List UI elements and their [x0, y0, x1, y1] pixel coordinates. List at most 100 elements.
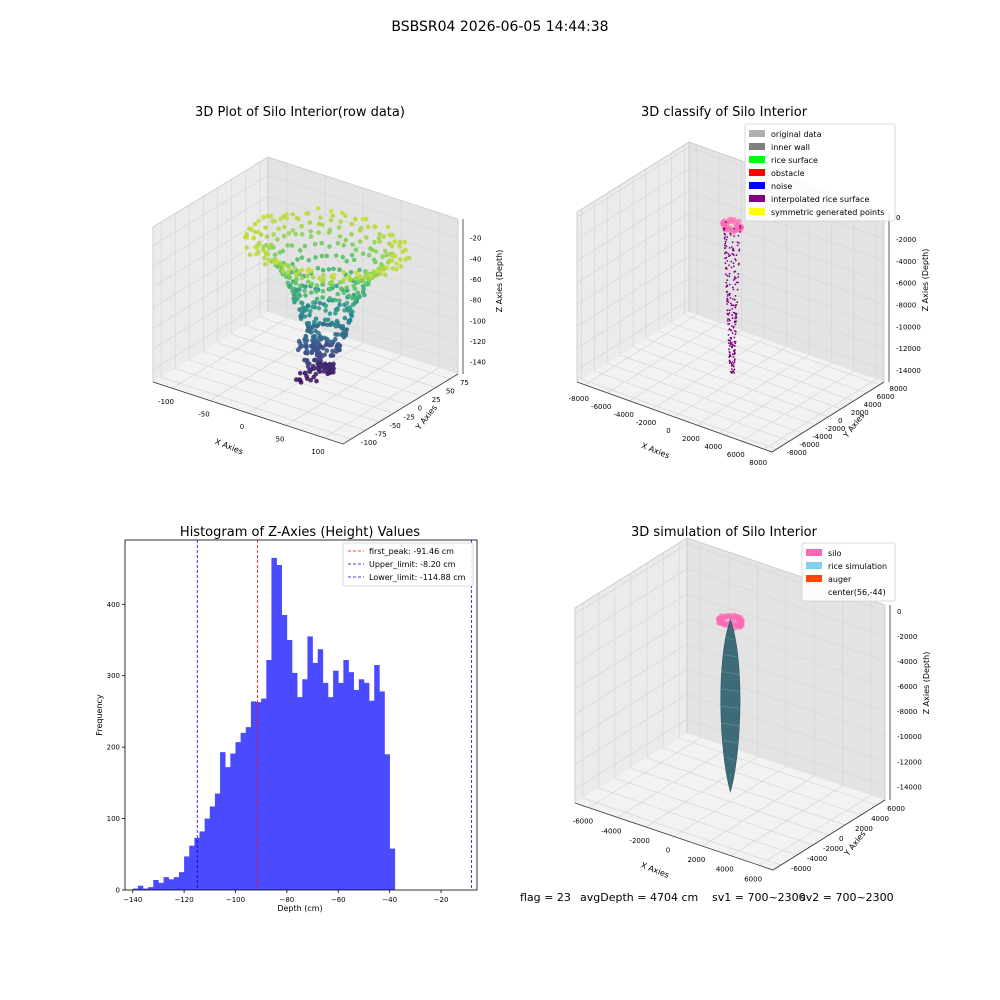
histogram-bars — [132, 557, 396, 890]
sim-legend-label: auger — [828, 575, 852, 584]
raw-data-point — [305, 269, 311, 275]
raw-data-point — [284, 212, 289, 217]
histogram-bar — [189, 845, 195, 890]
interpolated-surface-point — [730, 372, 733, 374]
raw-z-tick-label: -140 — [470, 359, 486, 367]
raw-data-point — [394, 266, 399, 272]
rice-simulation-mesh-line — [723, 739, 738, 744]
histogram-bar — [317, 649, 324, 890]
histogram-bar — [256, 702, 262, 890]
raw-data-point — [389, 243, 395, 249]
histogram-x-tick-label: −80 — [279, 896, 294, 904]
raw-data-point — [349, 232, 354, 237]
raw-data-point — [316, 330, 321, 336]
rice-simulation-shape — [720, 619, 741, 793]
cls-y-gridline — [632, 177, 829, 418]
cls-z-tick-label: -6000 — [896, 280, 916, 288]
interpolated-surface-point — [733, 361, 736, 364]
raw-data-point — [349, 313, 355, 319]
cls-legend-label: rice surface — [771, 156, 818, 165]
raw-data-point — [263, 225, 268, 230]
raw-plot-title: 3D Plot of Silo Interior(row data) — [195, 105, 405, 120]
interpolated-surface-point — [730, 337, 733, 340]
raw-data-point — [350, 242, 355, 247]
cls-y-tick-label: -6000 — [799, 441, 819, 449]
raw-data-point — [346, 318, 352, 324]
cls-z-tick-label: 0 — [896, 214, 900, 222]
raw-data-point — [264, 234, 270, 239]
raw-data-point — [321, 273, 326, 278]
raw-left-pane — [153, 157, 268, 382]
raw-x-axis-label: X Axies — [214, 437, 245, 456]
raw-data-point — [281, 233, 287, 239]
interpolated-surface-point — [736, 244, 739, 247]
sim-y-tick-label: 0 — [839, 835, 843, 843]
raw-data-point — [252, 221, 258, 227]
interpolated-surface-point — [724, 262, 727, 264]
histogram-bar — [204, 818, 211, 890]
raw-data-point — [334, 283, 339, 289]
raw-data-point — [327, 365, 333, 371]
raw-data-point — [308, 330, 314, 335]
histogram-bar — [286, 640, 293, 890]
raw-data-point — [267, 245, 272, 251]
interpolated-surface-point — [732, 365, 735, 368]
raw-data-point — [377, 239, 383, 244]
raw-data-point — [310, 274, 316, 280]
cls-z-tick-label: -10000 — [896, 323, 921, 331]
raw-data-point — [254, 245, 259, 251]
interpolated-surface-point — [733, 227, 735, 230]
interpolated-surface-point — [734, 270, 737, 273]
cls-legend-swatch — [749, 182, 765, 189]
raw-data-point — [284, 262, 290, 268]
raw-data-point — [314, 365, 320, 371]
raw-data-point — [294, 377, 299, 382]
interpolated-surface-point — [739, 231, 742, 233]
raw-data-point — [356, 279, 361, 285]
raw-data-point — [297, 248, 303, 253]
raw-z-tick-label: -80 — [470, 297, 481, 305]
sim-x-tick-label: 4000 — [716, 866, 734, 874]
histogram-y-tick-label: 0 — [116, 887, 120, 895]
interpolated-surface-point — [733, 235, 735, 238]
simulation-shapes-group — [716, 612, 745, 793]
interpolated-surface-point — [731, 353, 734, 356]
cls-x-tick-label: 4000 — [704, 443, 722, 451]
histogram-y-tick-label: 400 — [107, 601, 120, 609]
interpolated-surface-point — [732, 262, 735, 264]
raw-data-point — [275, 264, 281, 270]
raw-data-point — [244, 245, 249, 250]
raw-data-point — [337, 234, 343, 239]
cls-legend-swatch — [749, 156, 765, 163]
histogram-bar — [261, 698, 267, 890]
raw-data-point — [299, 300, 304, 306]
raw-data-point — [337, 267, 342, 273]
interpolated-surface-point — [725, 238, 728, 241]
raw-data-point — [366, 276, 372, 282]
histogram-x-tick-label: −100 — [226, 896, 245, 904]
cls-x-tick-label: -8000 — [569, 395, 589, 403]
cls-z-tick-label: -4000 — [896, 258, 916, 266]
cls-y-gridline — [671, 152, 867, 394]
histogram-bar — [199, 831, 205, 890]
raw-data-point — [357, 228, 363, 233]
raw-data-point — [320, 222, 325, 228]
interpolated-surface-point — [733, 336, 736, 339]
raw-data-point — [316, 305, 322, 311]
sim-y-gridline — [598, 593, 798, 856]
histogram-bar — [307, 636, 313, 890]
histogram-bar — [137, 885, 144, 890]
interpolated-surface-point — [731, 325, 733, 327]
interpolated-surface-point — [732, 355, 735, 358]
raw-data-point — [293, 231, 299, 237]
cls-y-tick-label: 8000 — [890, 385, 908, 393]
interpolated-surface-point — [724, 257, 727, 259]
raw-data-point — [306, 321, 312, 326]
cls-legend-label: inner wall — [771, 143, 810, 152]
raw-data-point — [330, 363, 336, 368]
cls-y-gridline — [581, 209, 777, 450]
sim-z-tick-label: -10000 — [897, 733, 922, 741]
raw-data-point — [331, 272, 337, 278]
interpolated-surface-point — [727, 323, 729, 325]
